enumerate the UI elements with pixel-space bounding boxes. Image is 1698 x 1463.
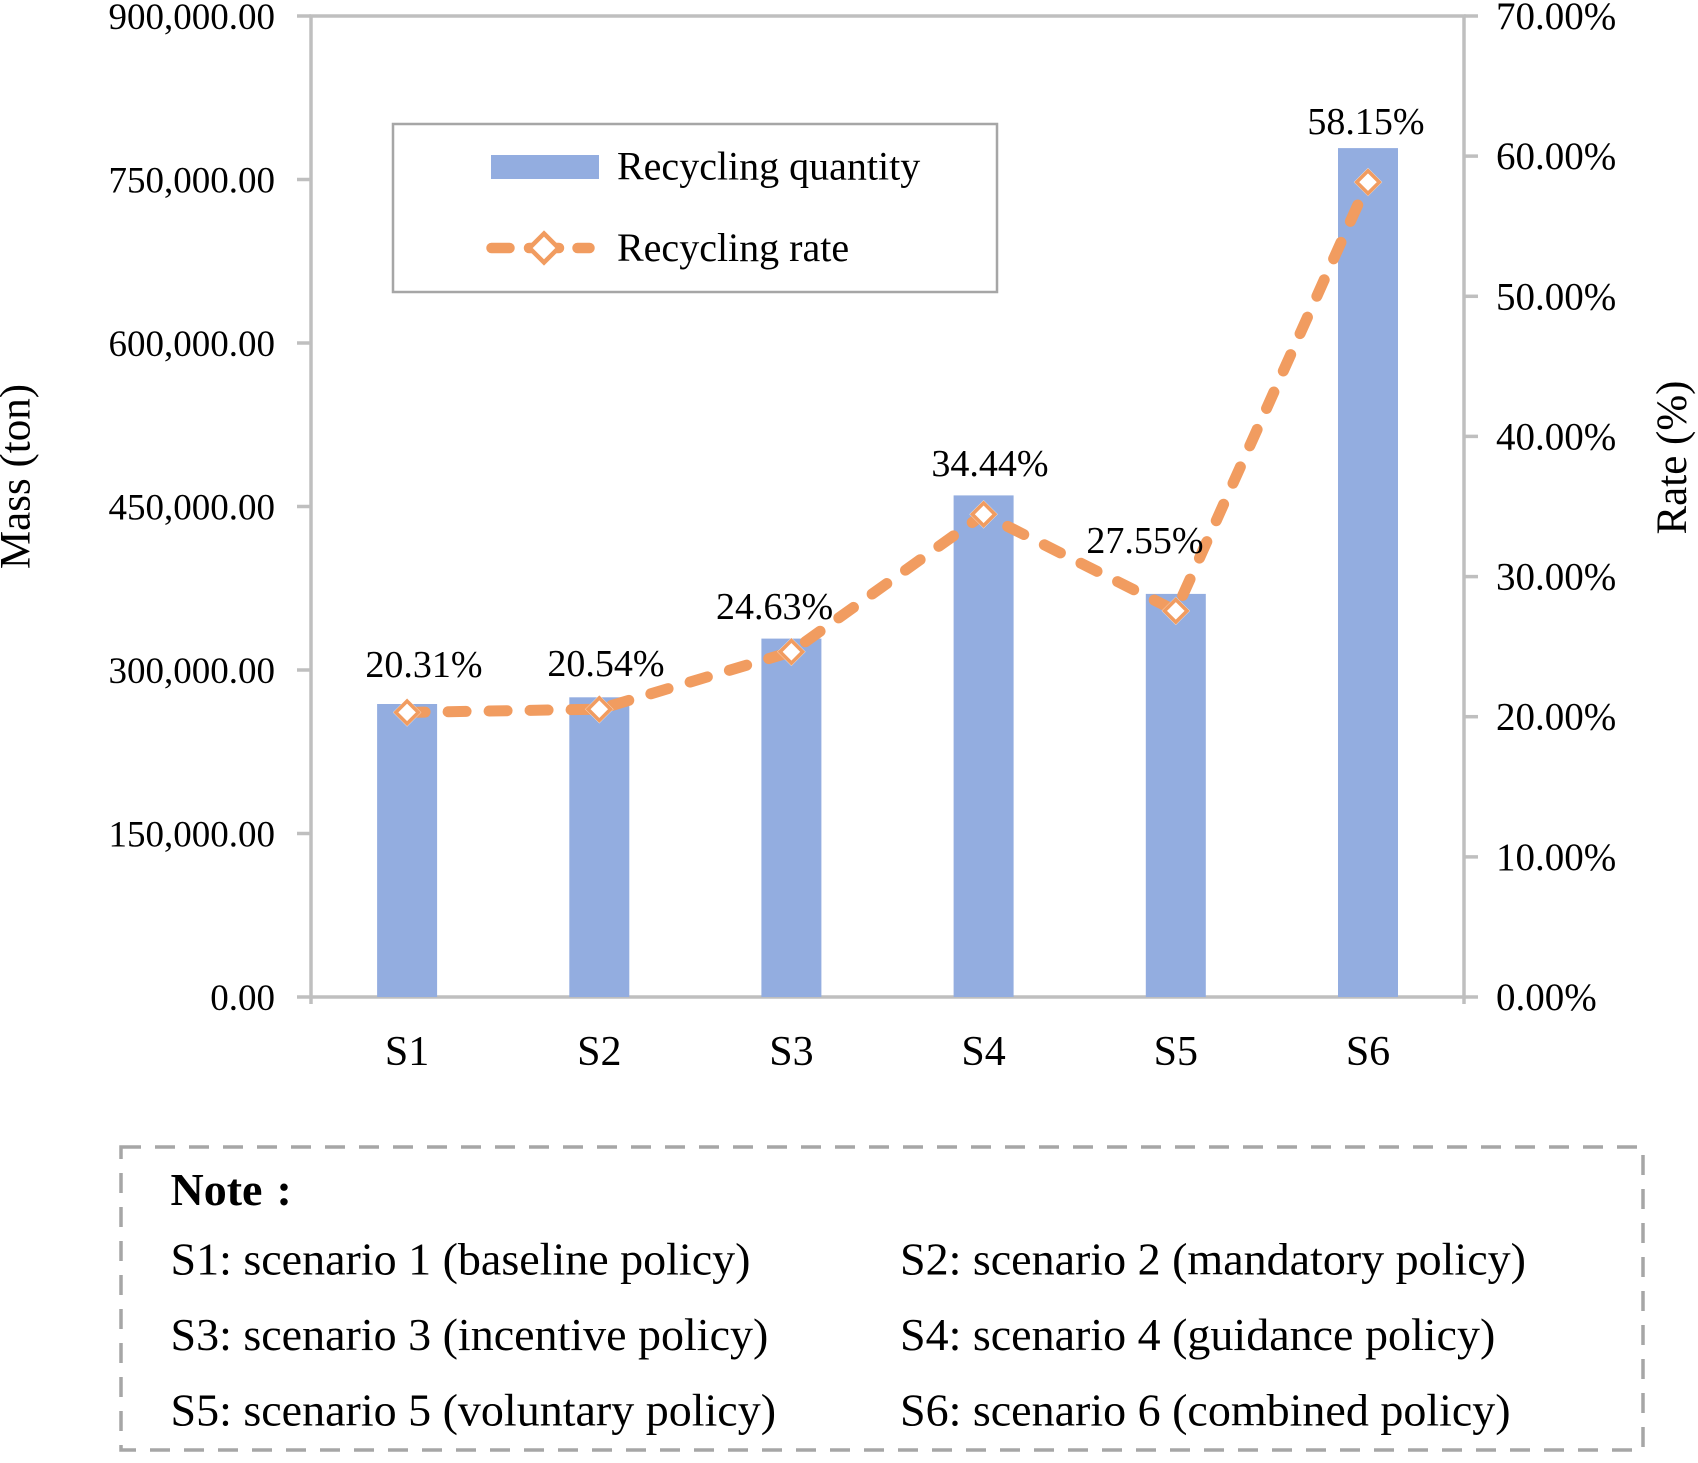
svg-text:S1: scenario 1 (baseline polic: S1: scenario 1 (baseline policy) (171, 1234, 751, 1285)
svg-text:S5: scenario 5 (voluntary poli: S5: scenario 5 (voluntary policy) (171, 1385, 777, 1436)
svg-text:S4: scenario 4 (guidance polic: S4: scenario 4 (guidance policy) (900, 1309, 1495, 1360)
svg-text:S6: scenario 6 (combined polic: S6: scenario 6 (combined policy) (900, 1385, 1511, 1436)
svg-text:20.31%: 20.31% (365, 644, 482, 686)
svg-text:20.00%: 20.00% (1496, 696, 1616, 739)
svg-text:600,000.00: 600,000.00 (109, 324, 276, 365)
svg-text:S3: S3 (769, 1029, 813, 1075)
svg-text:S2: S2 (577, 1029, 621, 1075)
svg-text:27.55%: 27.55% (1086, 520, 1203, 562)
svg-text:S2: scenario 2 (mandatory poli: S2: scenario 2 (mandatory policy) (900, 1234, 1526, 1285)
svg-text:30.00%: 30.00% (1496, 556, 1616, 599)
svg-text:Recycling rate: Recycling rate (617, 225, 849, 270)
svg-text:S3: scenario 3 (incentive poli: S3: scenario 3 (incentive policy) (171, 1309, 769, 1360)
svg-text:34.44%: 34.44% (931, 443, 1048, 485)
svg-text:S1: S1 (385, 1029, 429, 1075)
svg-text:70.00%: 70.00% (1496, 0, 1616, 38)
svg-text:S6: S6 (1346, 1029, 1390, 1075)
svg-text:0.00%: 0.00% (1496, 976, 1597, 1019)
svg-text:150,000.00: 150,000.00 (109, 815, 276, 856)
svg-text:Rate (%): Rate (%) (1649, 380, 1696, 534)
svg-text:20.54%: 20.54% (547, 643, 664, 685)
svg-text:Mass (ton): Mass (ton) (0, 384, 40, 569)
svg-text:40.00%: 40.00% (1496, 415, 1616, 458)
svg-text:Recycling quantity: Recycling quantity (617, 144, 920, 189)
svg-text:S4: S4 (961, 1029, 1005, 1075)
svg-text:900,000.00: 900,000.00 (109, 0, 276, 38)
svg-text:0.00: 0.00 (210, 978, 275, 1019)
svg-text:450,000.00: 450,000.00 (109, 488, 276, 529)
svg-text:S5: S5 (1154, 1029, 1198, 1075)
svg-text:24.63%: 24.63% (716, 586, 833, 628)
svg-text:60.00%: 60.00% (1496, 135, 1616, 178)
svg-text:58.15%: 58.15% (1307, 101, 1424, 143)
svg-text:300,000.00: 300,000.00 (109, 651, 276, 692)
svg-text:750,000.00: 750,000.00 (109, 161, 276, 202)
svg-text:10.00%: 10.00% (1496, 836, 1616, 879)
svg-text:50.00%: 50.00% (1496, 275, 1616, 318)
